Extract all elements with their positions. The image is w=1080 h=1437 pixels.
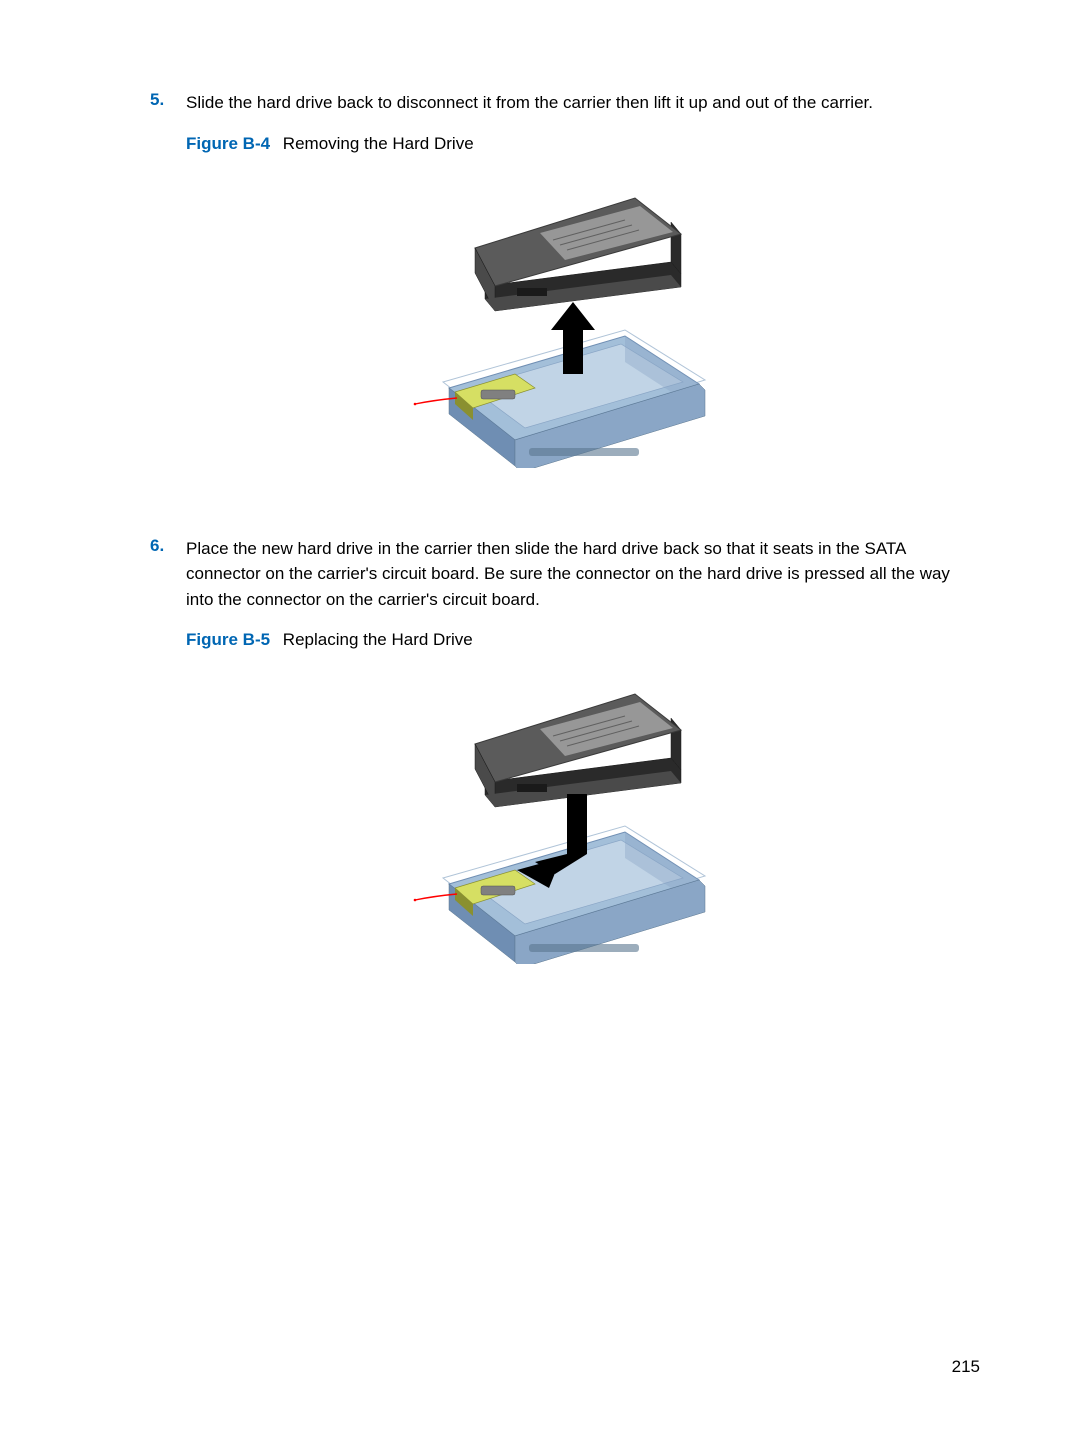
figure-caption-b4: Figure B-4 Removing the Hard Drive bbox=[186, 134, 980, 154]
figure-number: Figure B-5 bbox=[186, 630, 270, 649]
figure-title: Replacing the Hard Drive bbox=[283, 630, 473, 649]
step-number: 6. bbox=[150, 536, 186, 556]
hdd-icon bbox=[475, 198, 681, 311]
carrier-tray-icon bbox=[414, 826, 705, 964]
step-number: 5. bbox=[150, 90, 186, 110]
carrier-tray-icon bbox=[414, 330, 705, 468]
step-6: 6. Place the new hard drive in the carri… bbox=[150, 536, 980, 613]
figure-caption-b5: Figure B-5 Replacing the Hard Drive bbox=[186, 630, 980, 650]
page-number: 215 bbox=[952, 1357, 980, 1377]
step-text: Place the new hard drive in the carrier … bbox=[186, 536, 980, 613]
step-text: Slide the hard drive back to disconnect … bbox=[186, 90, 873, 116]
figure-title: Removing the Hard Drive bbox=[283, 134, 474, 153]
step-5: 5. Slide the hard drive back to disconne… bbox=[150, 90, 980, 116]
figure-b5-diagram bbox=[385, 674, 745, 964]
figure-b4-diagram bbox=[385, 178, 745, 468]
hdd-icon bbox=[475, 694, 681, 807]
figure-number: Figure B-4 bbox=[186, 134, 270, 153]
